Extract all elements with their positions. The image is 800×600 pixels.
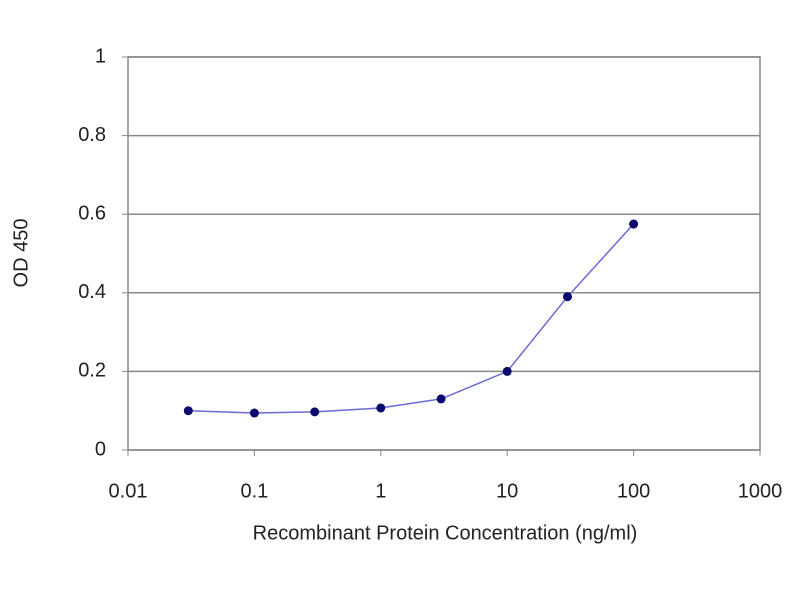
y-tick-label: 1 xyxy=(95,45,106,67)
x-tick-label: 10 xyxy=(496,480,518,502)
y-axis-label: OD 450 xyxy=(10,219,32,288)
x-tick-label: 0.1 xyxy=(240,480,268,502)
data-point xyxy=(436,394,446,404)
data-point xyxy=(376,403,386,413)
x-tick-label: 0.01 xyxy=(109,480,148,502)
data-point xyxy=(249,408,259,418)
data-point xyxy=(563,292,573,302)
plot-area xyxy=(127,56,761,451)
y-tick-label: 0.8 xyxy=(78,124,106,146)
data-point xyxy=(502,366,512,376)
data-point xyxy=(629,219,639,229)
y-tick-label: 0.6 xyxy=(78,202,106,224)
x-axis-label: Recombinant Protein Concentration (ng/ml… xyxy=(253,522,638,544)
y-tick-label: 0.4 xyxy=(78,281,106,303)
data-point xyxy=(183,406,193,416)
series-line xyxy=(188,223,635,414)
x-tick-label: 1000 xyxy=(738,480,783,502)
y-tick-label: 0 xyxy=(95,438,106,460)
x-tick-label: 100 xyxy=(617,480,650,502)
y-tick-label: 0.2 xyxy=(78,360,106,382)
data-point xyxy=(310,407,320,417)
x-tick-label: 1 xyxy=(375,480,386,502)
